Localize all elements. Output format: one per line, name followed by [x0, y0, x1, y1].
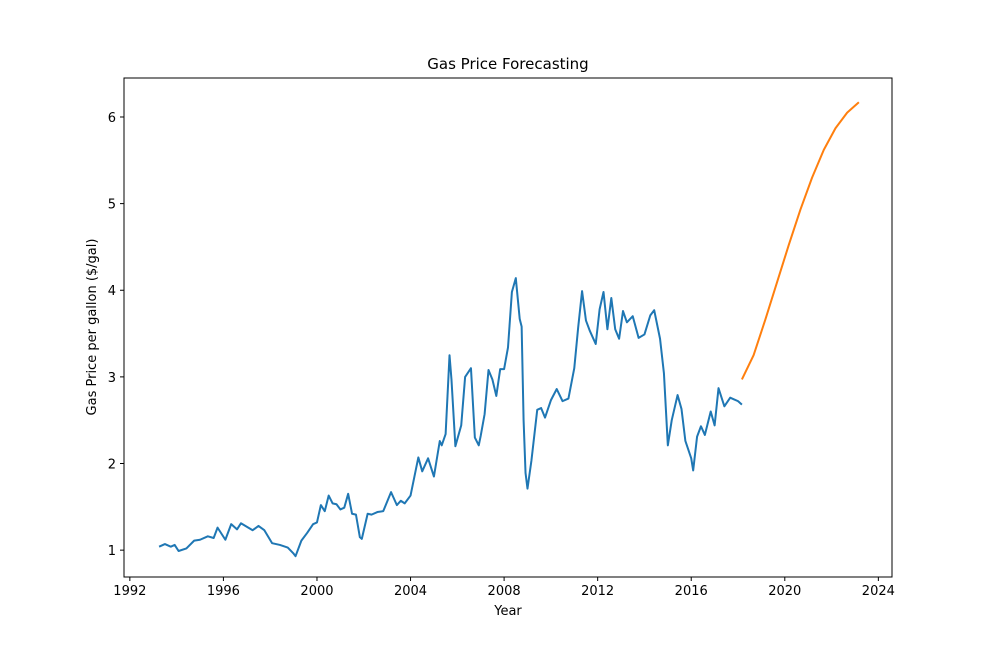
y-tick-label: 1	[108, 544, 116, 559]
x-axis-label: Year	[493, 604, 522, 619]
y-tick-label: 4	[108, 284, 116, 299]
x-tick-label: 2016	[675, 584, 708, 599]
x-tick-label: 2012	[581, 584, 614, 599]
x-tick-label: 2020	[768, 584, 801, 599]
x-tick-label: 2008	[488, 584, 521, 599]
plot-frame	[123, 77, 893, 578]
x-tick-label: 1992	[113, 584, 146, 599]
x-tick-label: 2024	[862, 584, 895, 599]
series-line-2	[741, 101, 860, 380]
x-axis: 1992 1996 2000 2004 2008 2012 2016 2020 2024	[113, 577, 895, 599]
x-tick-label: 2000	[300, 584, 333, 599]
y-axis: 1 2 3 4 5 6	[108, 111, 124, 559]
y-tick-label: 5	[108, 198, 116, 213]
x-tick-label: 2004	[394, 584, 427, 599]
y-axis-label: Gas Price per gallon ($/gal)	[85, 239, 100, 416]
x-tick-label: 1996	[207, 584, 240, 599]
y-tick-label: 2	[108, 458, 116, 473]
series-line-1	[158, 277, 743, 558]
y-tick-label: 6	[108, 111, 116, 126]
chart-title: Gas Price Forecasting	[427, 55, 588, 73]
y-tick-label: 3	[108, 371, 116, 386]
series-layer	[158, 101, 860, 558]
